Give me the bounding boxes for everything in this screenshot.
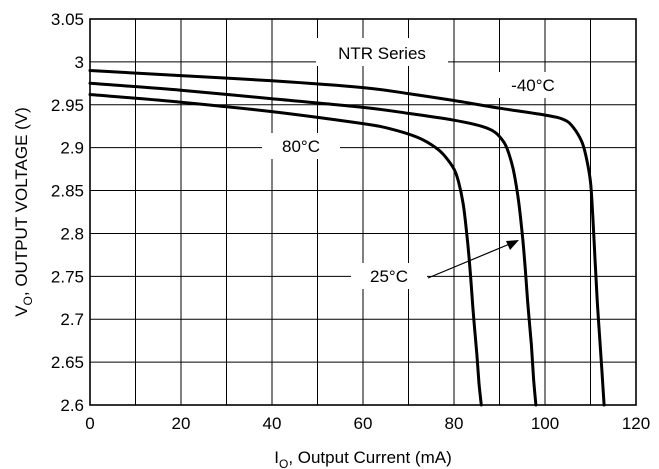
series-label-group: NTR Series [316, 38, 448, 66]
x-axis-title: IO, Output Current (mA) [274, 448, 452, 469]
label-80-bg [262, 133, 340, 159]
y-tick-label: 3 [75, 53, 84, 72]
label-minus40-bg [497, 72, 569, 98]
x-tick-label: 20 [172, 414, 191, 433]
x-tick-label: 0 [85, 414, 94, 433]
series-label: NTR Series [338, 44, 426, 63]
x-tick-label: 60 [354, 414, 373, 433]
label-80-group: 80°C [262, 133, 340, 159]
label-25-group: 25°C [351, 240, 519, 289]
x-tick-label: 80 [445, 414, 464, 433]
label-25-arrow-head [506, 240, 519, 250]
y-tick-label: 2.65 [51, 353, 84, 372]
y-tick-label: 2.95 [51, 96, 84, 115]
x-tick-label: 100 [531, 414, 559, 433]
y-tick-label: 2.7 [60, 310, 84, 329]
series-line-1 [88, 81, 538, 407]
y-tick-label: 2.75 [51, 267, 84, 286]
label-minus40-group: -40°C [497, 72, 569, 98]
label-80: 80°C [282, 137, 320, 156]
x-tick-label: 40 [263, 414, 282, 433]
label-25-bg [351, 263, 427, 289]
label-25-arrow-line [427, 242, 513, 279]
tick-labels: 0 20 40 60 80 100 120 2.6 2.65 2.7 2.75 2.8 2.85 2.9 2… [51, 10, 650, 433]
series-curves [88, 69, 606, 407]
y-tick-label: 3.05 [51, 10, 84, 29]
series-label-bg [316, 38, 448, 66]
series-line-0 [88, 69, 606, 407]
x-tick-label: 120 [622, 414, 650, 433]
y-tick-label: 2.85 [51, 182, 84, 201]
label-minus40: -40°C [511, 76, 555, 95]
y-axis-title: VO, OUTPUT VOLTAGE (V) [12, 107, 35, 317]
y-tick-label: 2.8 [60, 224, 84, 243]
y-tick-label: 2.9 [60, 139, 84, 158]
series-line-2 [88, 93, 483, 407]
y-tick-label: 2.6 [60, 396, 84, 415]
plot-frame [89, 18, 637, 406]
label-25: 25°C [370, 267, 408, 286]
